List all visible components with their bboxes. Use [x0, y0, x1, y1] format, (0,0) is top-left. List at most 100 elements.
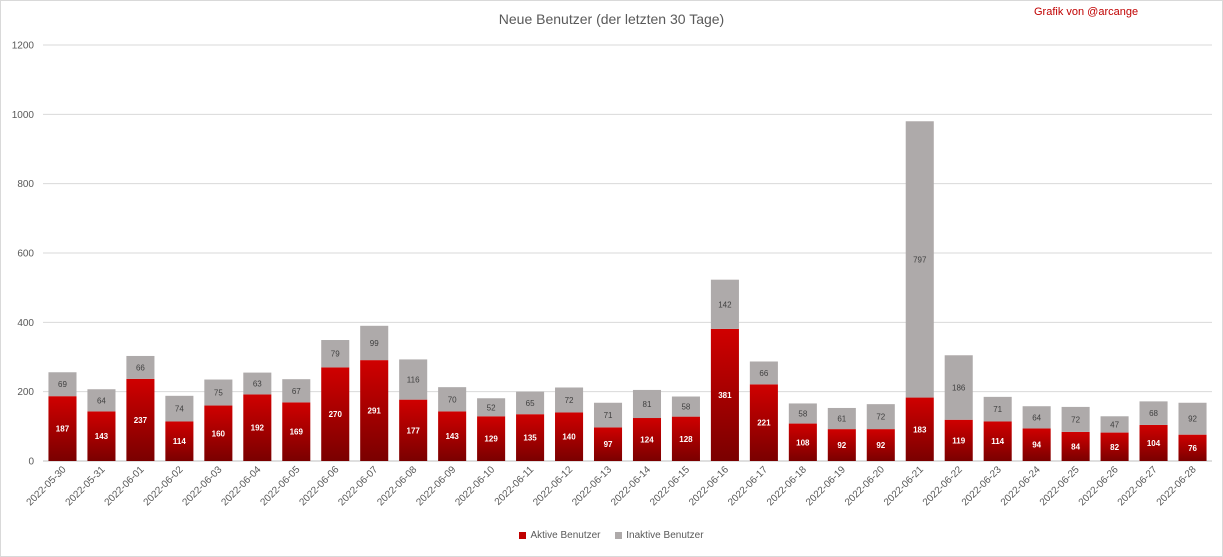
bar-aktive: [788, 423, 817, 461]
bar-aktive: [438, 411, 467, 461]
data-label-aktive: 94: [1032, 441, 1041, 450]
bar-inaktive: [827, 407, 856, 430]
bar-aktive: [165, 421, 194, 461]
bar-inaktive: [1139, 401, 1168, 425]
data-label-aktive: 135: [523, 434, 537, 443]
x-tick-label: 2022-06-05: [258, 464, 302, 508]
data-label-aktive: 108: [796, 438, 810, 447]
x-tick-label: 2022-06-08: [375, 464, 419, 508]
x-tick-label: 2022-06-28: [1155, 464, 1199, 508]
bar-aktive: [632, 418, 662, 461]
data-label-aktive: 270: [329, 410, 343, 419]
data-label-inaktive: 79: [331, 350, 340, 359]
data-label-inaktive: 72: [876, 413, 885, 422]
data-label-aktive: 237: [134, 416, 148, 425]
bar-inaktive: [48, 372, 77, 397]
bar-aktive: [48, 396, 77, 461]
bar-inaktive: [321, 340, 350, 368]
data-label-inaktive: 63: [253, 380, 262, 389]
x-tick-label: 2022-06-17: [726, 464, 770, 508]
x-tick-label: 2022-06-26: [1077, 464, 1121, 508]
data-label-aktive: 114: [991, 437, 1004, 446]
data-label-inaktive: 64: [1032, 413, 1041, 422]
x-tick-label: 2022-06-06: [297, 464, 341, 508]
bar-aktive: [477, 416, 506, 461]
data-label-inaktive: 58: [798, 410, 807, 419]
bar-aktive: [360, 360, 389, 461]
legend-label-inaktive: Inaktive Benutzer: [626, 530, 704, 541]
x-tick-label: 2022-06-24: [999, 464, 1043, 508]
data-label-inaktive: 66: [759, 369, 768, 378]
bar-inaktive: [1022, 406, 1051, 429]
data-label-inaktive: 99: [370, 339, 379, 348]
bar-inaktive: [944, 355, 973, 420]
bar-aktive: [204, 405, 233, 461]
x-tick-label: 2022-06-12: [531, 464, 575, 508]
bar-aktive: [399, 399, 428, 461]
legend: Aktive Benutzer Inaktive Benutzer: [0, 530, 1223, 541]
x-axis-ticks: 2022-05-302022-05-312022-06-012022-06-02…: [25, 464, 1199, 508]
x-tick-label: 2022-06-09: [414, 464, 458, 508]
bar-aktive: [321, 367, 350, 461]
y-tick-label: 1200: [12, 41, 35, 52]
bar-inaktive: [438, 387, 467, 412]
data-label-inaktive: 74: [175, 405, 184, 414]
data-label-inaktive: 142: [718, 300, 732, 309]
x-tick-label: 2022-06-02: [142, 464, 186, 508]
x-tick-label: 2022-06-20: [843, 464, 887, 508]
y-tick-label: 1000: [12, 110, 35, 121]
data-label-inaktive: 71: [993, 405, 1002, 414]
y-tick-label: 400: [17, 318, 34, 329]
bar-aktive: [827, 429, 856, 461]
bar-aktive: [1178, 434, 1207, 461]
data-label-inaktive: 65: [526, 399, 535, 408]
x-tick-label: 2022-06-14: [609, 464, 653, 508]
y-tick-label: 0: [28, 457, 34, 468]
data-label-aktive: 92: [837, 441, 846, 450]
bar-inaktive: [905, 121, 934, 398]
bar-inaktive: [593, 402, 623, 428]
x-tick-label: 2022-05-30: [25, 464, 69, 508]
bar-aktive: [1022, 428, 1051, 461]
data-label-aktive: 169: [290, 428, 304, 437]
x-tick-label: 2022-06-07: [336, 464, 380, 508]
bar-aktive: [87, 411, 116, 461]
x-tick-label: 2022-06-21: [882, 464, 926, 508]
chart-credit: Grafik von @arcange: [1034, 6, 1139, 18]
bar-aktive: [593, 427, 623, 461]
data-label-aktive: 192: [251, 424, 265, 433]
data-label-inaktive: 116: [407, 376, 420, 385]
x-tick-label: 2022-06-25: [1038, 464, 1082, 508]
bar-inaktive: [243, 372, 272, 395]
legend-label-aktive: Aktive Benutzer: [530, 530, 601, 541]
bar-inaktive: [477, 398, 506, 417]
bar-aktive: [126, 378, 155, 461]
bar-inaktive: [282, 379, 311, 403]
bar-inaktive: [1061, 406, 1090, 432]
data-label-inaktive: 47: [1110, 420, 1119, 429]
data-label-aktive: 140: [562, 433, 576, 442]
data-label-inaktive: 92: [1188, 415, 1197, 424]
chart-title: Neue Benutzer (der letzten 30 Tage): [498, 11, 725, 27]
data-label-aktive: 183: [913, 425, 927, 434]
y-tick-label: 200: [17, 387, 34, 398]
x-tick-label: 2022-06-18: [765, 464, 809, 508]
bar-inaktive: [360, 325, 389, 361]
x-tick-label: 2022-06-01: [103, 464, 147, 508]
y-tick-label: 800: [17, 179, 34, 190]
x-tick-label: 2022-06-27: [1116, 464, 1160, 508]
data-labels: 187 69 143 64 237 66 114 74 160 75 192 63 169 67 270 79…: [56, 255, 1198, 452]
bar-inaktive: [126, 355, 155, 379]
bar-inaktive: [516, 391, 545, 415]
legend-swatch-aktive: [519, 531, 527, 539]
bar-inaktive: [983, 396, 1012, 422]
y-axis-ticks: 0 200 400 600 800 1000 1200: [12, 41, 35, 468]
data-label-inaktive: 186: [952, 384, 966, 393]
data-label-aktive: 128: [679, 435, 693, 444]
data-label-inaktive: 61: [837, 415, 846, 424]
data-label-aktive: 160: [212, 429, 226, 438]
bar-inaktive: [204, 379, 233, 406]
bar-aktive: [1139, 424, 1168, 461]
